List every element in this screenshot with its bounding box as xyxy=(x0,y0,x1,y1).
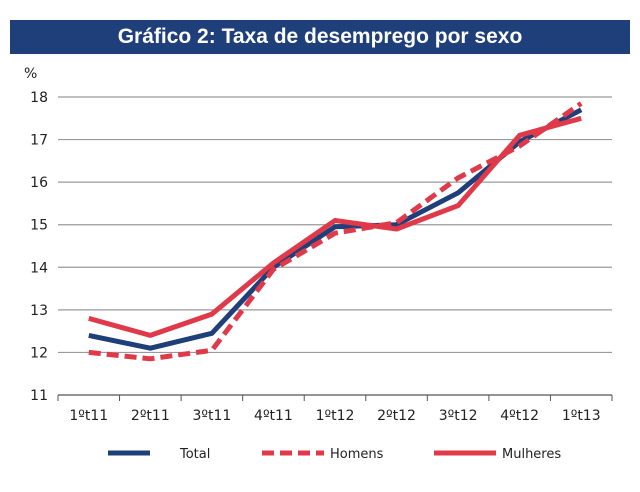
x-tick-label: 3ºt11 xyxy=(192,408,231,424)
chart-title: Gráfico 2: Taxa de desemprego por sexo xyxy=(10,20,630,54)
legend-label-mulheres: Mulheres xyxy=(502,447,561,462)
x-tick-label: 4ºt12 xyxy=(500,408,539,424)
legend-label-homens: Homens xyxy=(330,447,384,462)
y-tick-label: 15 xyxy=(30,218,48,234)
series-lines xyxy=(88,101,583,362)
x-tick-labels: 1ºt11 2ºt11 3ºt11 4ºt11 1ºt12 2ºt12 3ºt12 4ºt12… xyxy=(69,408,600,424)
series-line-mulheres xyxy=(88,115,582,338)
x-tick-label: 1ºt13 xyxy=(562,408,601,424)
x-tick-label: 3ºt12 xyxy=(439,408,478,424)
y-tick-label: 11 xyxy=(30,388,48,404)
y-tick-label: 18 xyxy=(30,90,48,106)
y-tick-labels: 11 12 13 14 15 16 17 18 xyxy=(30,90,48,404)
x-tick-label: 2ºt11 xyxy=(131,408,170,424)
axes xyxy=(57,394,613,401)
x-tick-label: 4ºt11 xyxy=(254,408,293,424)
x-tick-label: 1ºt12 xyxy=(316,408,355,424)
y-axis-unit-label: % xyxy=(24,66,37,82)
y-tick-label: 16 xyxy=(30,175,48,191)
y-tick-label: 14 xyxy=(30,260,48,276)
x-tick-label: 1ºt11 xyxy=(69,408,108,424)
gridlines xyxy=(58,96,612,354)
legend-label-total: Total xyxy=(179,447,210,462)
series-line-homens xyxy=(88,101,583,362)
x-tick-label: 2ºt12 xyxy=(377,408,416,424)
y-tick-label: 12 xyxy=(30,345,48,361)
y-tick-label: 13 xyxy=(30,303,48,319)
legend: Total Homens Mulheres xyxy=(108,447,561,462)
series-line-total xyxy=(88,107,583,351)
y-tick-label: 17 xyxy=(30,133,48,149)
